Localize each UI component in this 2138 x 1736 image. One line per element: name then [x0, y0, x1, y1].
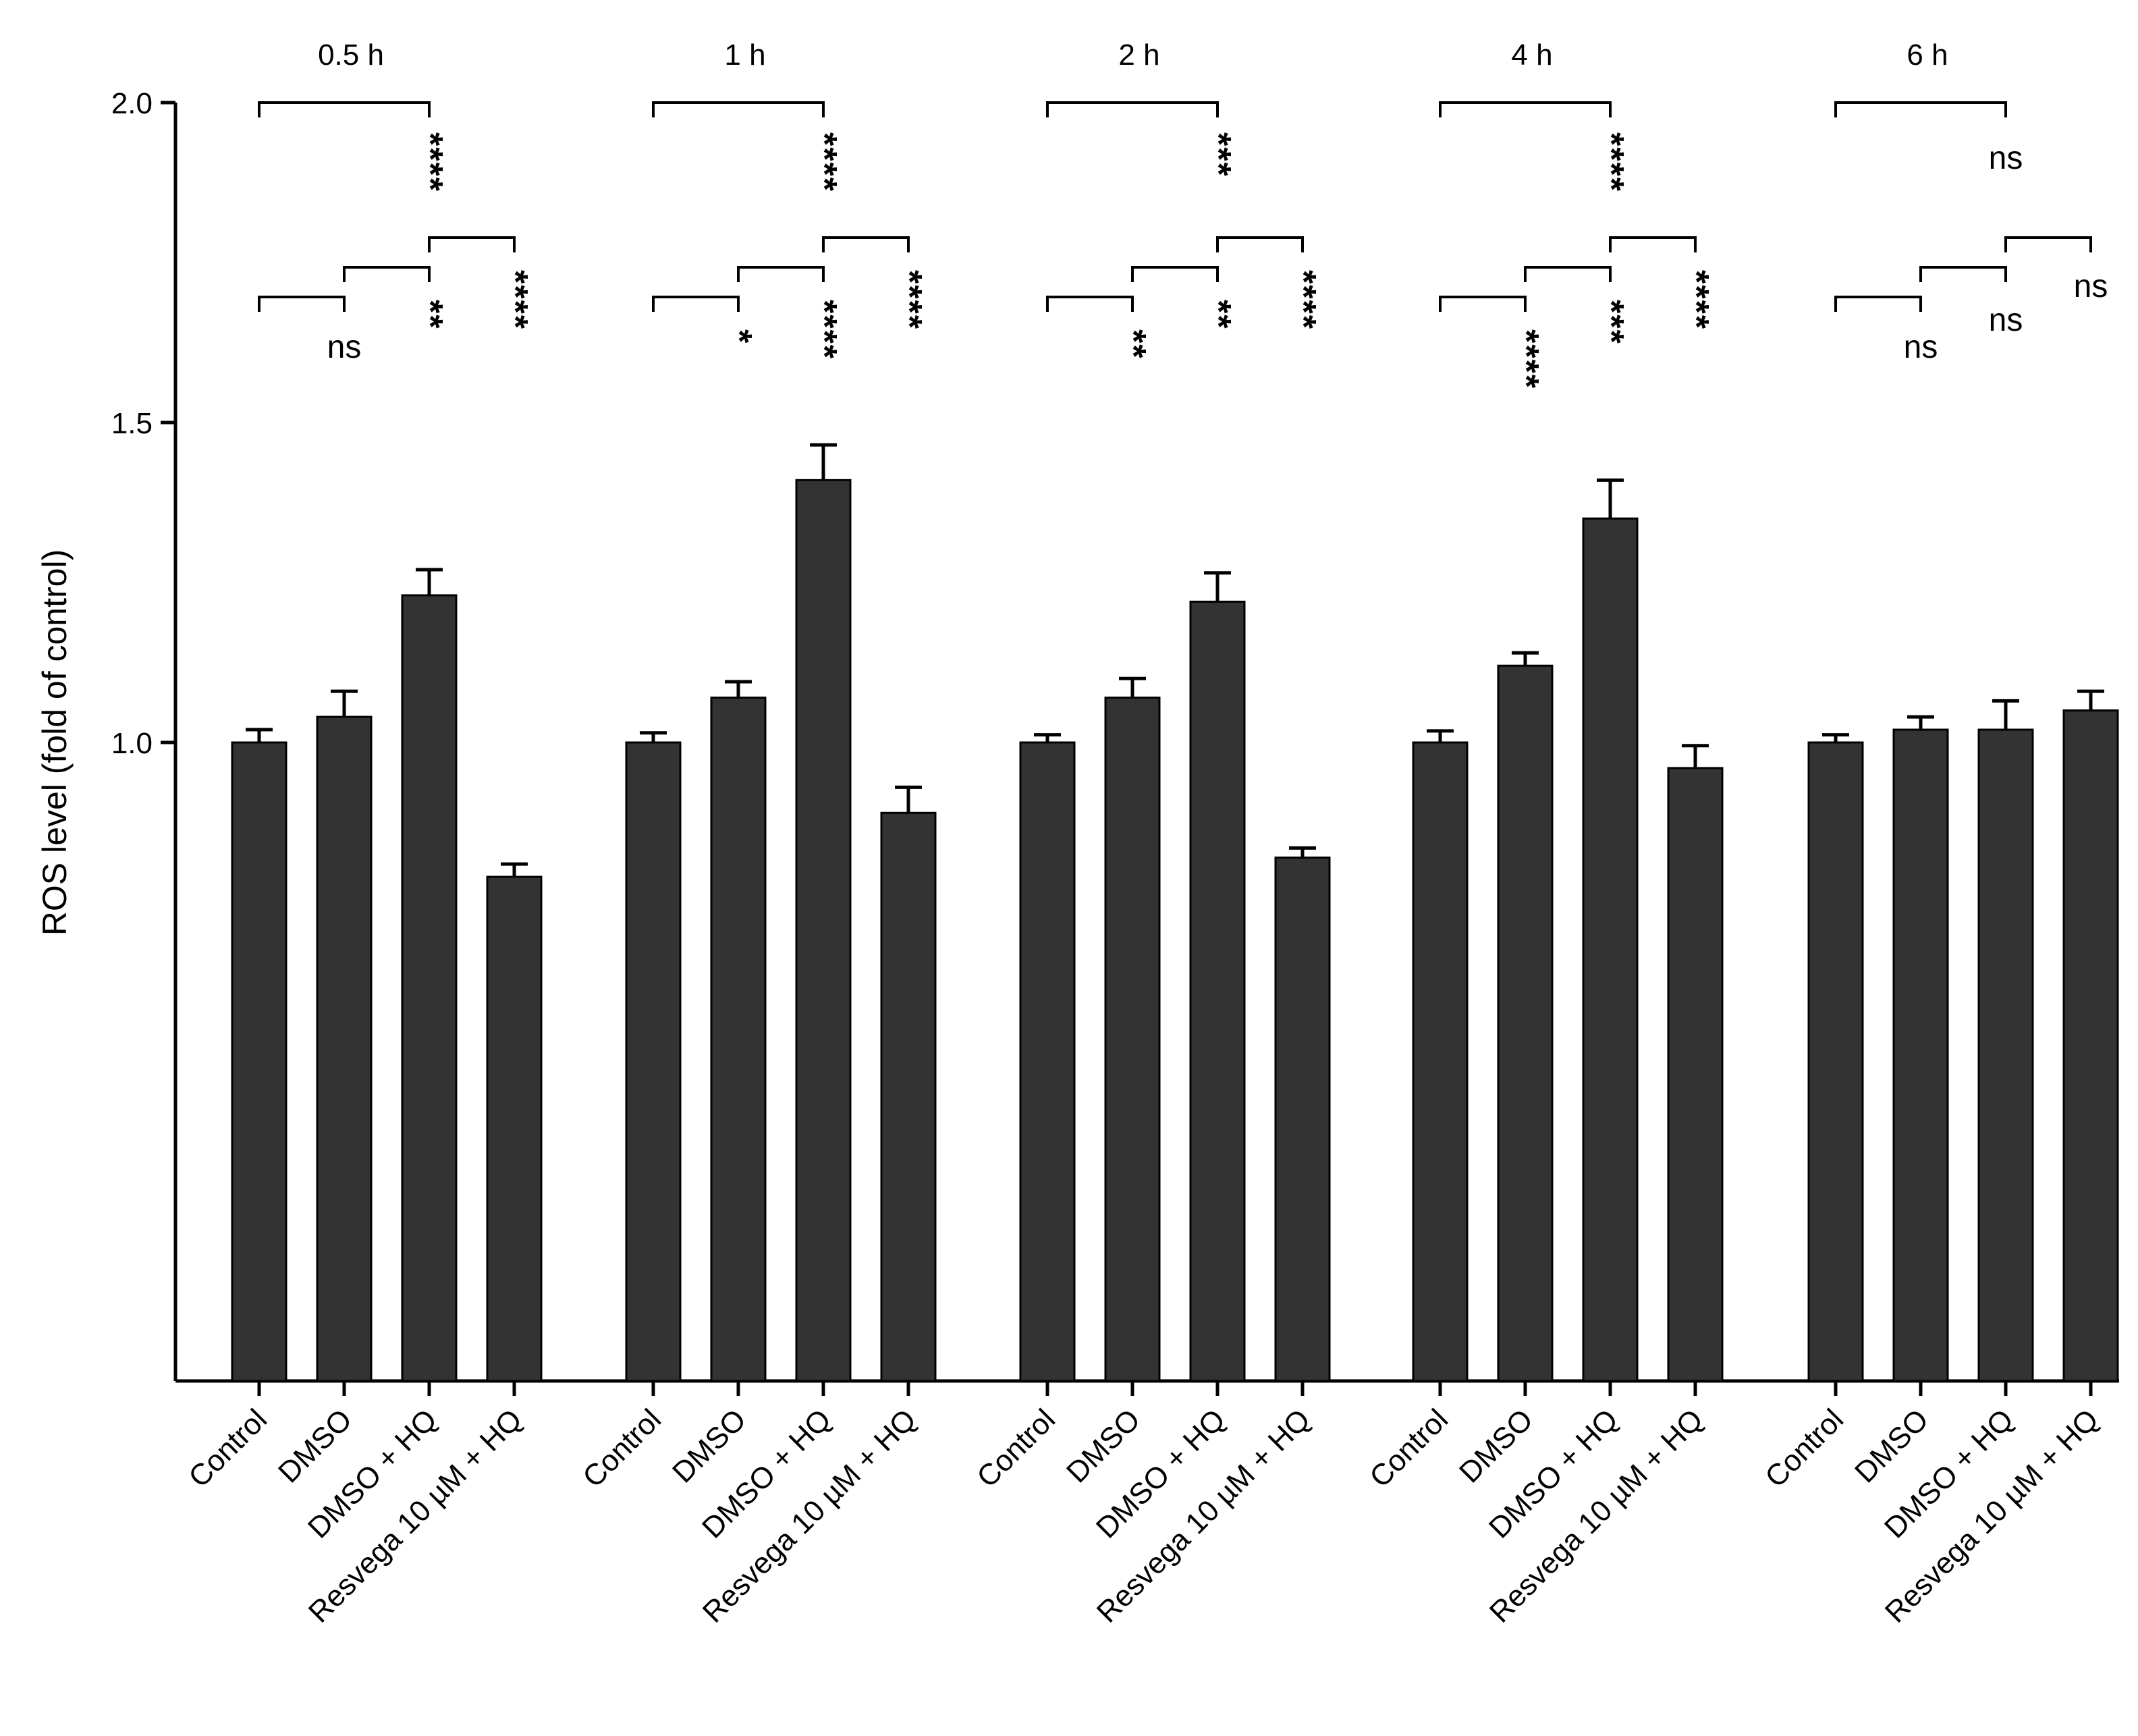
bar	[625, 741, 682, 1382]
bar	[1019, 741, 1076, 1382]
bar	[1412, 741, 1469, 1382]
bar	[795, 479, 852, 1382]
significance-label: ns	[1904, 329, 1938, 365]
significance-label: **	[410, 300, 449, 329]
significance-label: ns	[1989, 302, 2023, 338]
category-label: DMSO	[1453, 1403, 1539, 1489]
category-label: DMSO	[272, 1403, 358, 1489]
significance-label: ****	[1284, 270, 1323, 330]
significance-bracket	[1439, 296, 1527, 312]
significance-bracket	[343, 266, 431, 282]
significance-bracket	[652, 101, 825, 117]
group-label: 0.5 h	[318, 38, 384, 72]
y-tick-label: 1.0	[111, 727, 153, 760]
significance-bracket	[258, 101, 431, 117]
significance-label: ns	[327, 329, 362, 365]
significance-bracket	[1524, 266, 1612, 282]
bar	[1582, 517, 1639, 1382]
significance-label: ****	[889, 270, 929, 330]
significance-label: ****	[1591, 132, 1630, 192]
group-label: 6 h	[1907, 38, 1948, 72]
significance-label: ****	[804, 300, 844, 360]
bar	[1189, 600, 1246, 1382]
significance-label: ****	[1506, 329, 1545, 389]
bar	[1807, 741, 1864, 1382]
group-label: 4 h	[1511, 38, 1552, 72]
significance-label: ***	[1591, 300, 1630, 345]
bar	[2062, 709, 2119, 1382]
bar	[486, 875, 543, 1382]
bars	[231, 443, 2119, 1382]
category-label: Control	[182, 1403, 273, 1494]
significance-bracket	[1216, 236, 1304, 252]
significance-label: ns	[1989, 140, 2023, 176]
bar	[1274, 857, 1331, 1382]
category-label: Control	[1363, 1403, 1454, 1494]
significance-label: *	[719, 329, 759, 344]
significance-bracket	[822, 236, 910, 252]
significance-bracket	[2004, 236, 2092, 252]
significance-label: ****	[1676, 270, 1716, 330]
bar	[710, 697, 767, 1382]
significance-bracket	[1046, 101, 1219, 117]
category-label: Control	[1759, 1403, 1850, 1494]
y-axis-label: ROS level (fold of control)	[36, 549, 74, 935]
significance-bracket	[737, 266, 825, 282]
significance-label: ns	[2074, 269, 2108, 304]
significance-label: ***	[1199, 132, 1238, 178]
category-label: Control	[576, 1403, 667, 1494]
significance-label: ****	[804, 132, 844, 192]
bar	[316, 715, 373, 1382]
category-label: Control	[970, 1403, 1062, 1494]
bar	[1104, 697, 1161, 1382]
category-label: DMSO	[666, 1403, 752, 1489]
significance-brackets: **********ns****************************…	[258, 101, 2108, 389]
significance-bracket	[1834, 296, 1922, 312]
significance-bracket	[258, 296, 346, 312]
bar	[231, 741, 287, 1382]
group-label: 2 h	[1118, 38, 1159, 72]
bar	[880, 811, 937, 1382]
category-label: DMSO	[1060, 1403, 1147, 1489]
bar	[1497, 664, 1554, 1382]
category-label: DMSO	[1848, 1403, 1935, 1489]
significance-label: ****	[410, 132, 449, 192]
bar	[1892, 728, 1949, 1382]
bar	[1977, 728, 2034, 1382]
significance-bracket	[1834, 101, 2007, 117]
significance-label: ****	[495, 270, 534, 330]
significance-bracket	[1919, 266, 2007, 282]
bar	[401, 594, 458, 1382]
group-label: 1 h	[724, 38, 765, 72]
significance-bracket	[428, 236, 516, 252]
significance-label: **	[1199, 300, 1238, 329]
y-tick-label: 2.0	[111, 87, 153, 120]
significance-bracket	[1131, 266, 1219, 282]
significance-bracket	[1046, 296, 1134, 312]
y-tick-label: 1.5	[111, 407, 153, 440]
significance-bracket	[1439, 101, 1612, 117]
bar	[1667, 767, 1724, 1382]
significance-bracket	[652, 296, 740, 312]
significance-label: **	[1114, 329, 1153, 359]
significance-bracket	[1609, 236, 1697, 252]
